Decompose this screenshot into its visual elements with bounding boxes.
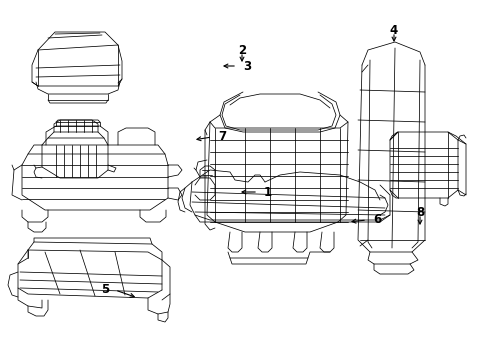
Text: 1: 1	[264, 185, 271, 198]
Text: 6: 6	[372, 213, 380, 226]
Text: 3: 3	[243, 59, 250, 72]
Text: 4: 4	[389, 23, 397, 36]
Text: 7: 7	[217, 130, 225, 143]
Text: 2: 2	[238, 44, 245, 57]
Text: 8: 8	[415, 206, 423, 219]
Text: 5: 5	[101, 283, 109, 296]
